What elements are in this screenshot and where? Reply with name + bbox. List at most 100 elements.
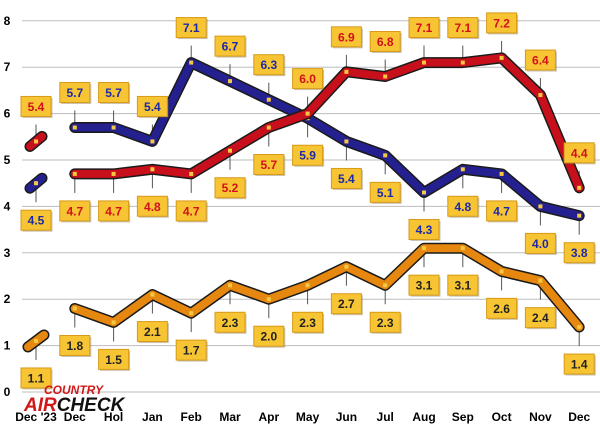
point-orange-11 [460, 246, 465, 251]
x-tick-label-8: Jun [336, 410, 357, 424]
data-label-blue-9: 5.1 [377, 186, 394, 200]
y-tick-label-3: 3 [4, 246, 11, 260]
point-red-0 [34, 139, 38, 144]
x-tick-label-6: Apr [258, 410, 279, 424]
y-tick-label-0: 0 [4, 385, 11, 399]
data-label-blue-1: 5.7 [66, 86, 83, 100]
point-blue-6 [266, 97, 271, 102]
label-box-blue-5 [214, 35, 246, 57]
data-label-orange-6: 2.0 [260, 330, 277, 344]
point-blue-12 [499, 171, 504, 176]
point-red-5 [228, 148, 232, 153]
data-label-red-8: 6.9 [338, 30, 355, 44]
x-tick-label-14: Dec [568, 410, 590, 424]
point-orange-13 [538, 278, 543, 283]
data-label-blue-6: 6.3 [260, 58, 277, 72]
data-label-orange-5: 2.3 [222, 316, 239, 330]
series-line-red-1 [70, 53, 584, 192]
data-label-red-14: 4.4 [571, 146, 588, 160]
data-label-red-6: 5.7 [260, 158, 277, 172]
data-label-orange-7: 2.3 [299, 316, 316, 330]
data-label-orange-0: 1.1 [28, 371, 45, 385]
label-box-red-2 [98, 200, 130, 222]
point-red-12 [499, 55, 504, 60]
data-label-blue-0: 4.5 [28, 214, 45, 228]
label-box-blue-0 [20, 209, 52, 231]
label-box-blue-11 [447, 195, 479, 217]
x-tick-label-7: May [296, 410, 320, 424]
point-blue-1 [72, 125, 77, 130]
data-label-blue-7: 5.9 [299, 149, 316, 163]
label-box-red-12 [486, 12, 518, 34]
series-line-orange-1 [70, 244, 584, 331]
label-box-blue-4 [175, 17, 207, 39]
label-box-blue-1 [59, 82, 91, 104]
data-label-red-2: 4.7 [105, 204, 122, 218]
data-label-orange-14: 1.4 [571, 358, 588, 372]
label-box-orange-5 [214, 311, 246, 333]
label-box-red-1 [59, 200, 91, 222]
label-box-red-9 [369, 30, 401, 52]
logo-text-air: AIR [23, 395, 57, 416]
data-labels: 4.5 5.7 5.7 5.4 7.1 6.7 6.3 5.9 5.4 5.1 4.3 4.8 4.7 4… [20, 12, 596, 390]
data-label-orange-13: 2.4 [532, 311, 549, 325]
label-box-red-0 [20, 95, 52, 117]
point-orange-4 [189, 311, 194, 316]
data-label-blue-11: 4.8 [454, 200, 471, 214]
data-label-orange-8: 2.7 [338, 297, 355, 311]
label-box-orange-8 [330, 293, 362, 315]
point-red-10 [422, 60, 426, 65]
point-orange-6 [266, 297, 271, 302]
label-box-red-7 [292, 68, 324, 90]
point-blue-13 [538, 204, 543, 209]
label-box-blue-7 [292, 144, 324, 166]
label-box-red-6 [253, 154, 285, 176]
label-box-orange-0 [20, 367, 52, 389]
data-label-orange-10: 3.1 [416, 279, 433, 293]
data-label-red-0: 5.4 [28, 100, 45, 114]
point-blue-14 [577, 213, 582, 218]
data-label-blue-10: 4.3 [416, 223, 433, 237]
point-blue-0 [34, 181, 38, 186]
point-red-1 [72, 171, 77, 176]
data-label-red-4: 4.7 [183, 204, 200, 218]
point-orange-14 [577, 325, 582, 330]
point-orange-5 [228, 283, 232, 288]
label-box-orange-4 [175, 339, 207, 361]
y-tick-label-4: 4 [4, 199, 11, 213]
x-tick-label-10: Aug [412, 410, 435, 424]
point-blue-8 [344, 139, 349, 144]
label-box-blue-2 [98, 82, 130, 104]
data-label-blue-13: 4.0 [532, 237, 549, 251]
data-label-red-7: 6.0 [299, 72, 316, 86]
point-blue-2 [111, 125, 116, 130]
y-tick-label-8: 8 [4, 14, 11, 28]
label-box-orange-3 [136, 321, 168, 343]
label-box-red-13 [524, 49, 556, 71]
label-box-orange-11 [447, 274, 479, 296]
data-label-blue-12: 4.7 [493, 204, 510, 218]
label-box-red-14 [563, 142, 595, 164]
point-orange-8 [344, 264, 349, 269]
logo-text-country: COUNTRY [44, 383, 104, 397]
x-tick-label-4: Feb [181, 410, 202, 424]
data-label-orange-11: 3.1 [454, 279, 471, 293]
data-label-red-9: 6.8 [377, 35, 394, 49]
y-tick-label-2: 2 [4, 292, 11, 306]
data-label-red-1: 4.7 [66, 204, 83, 218]
data-label-red-12: 7.2 [493, 16, 510, 30]
data-label-blue-14: 3.8 [571, 246, 588, 260]
label-box-red-8 [330, 26, 362, 48]
point-red-4 [189, 171, 194, 176]
data-label-red-10: 7.1 [416, 21, 433, 35]
point-red-3 [150, 167, 155, 172]
data-label-orange-3: 2.1 [144, 325, 161, 339]
point-orange-12 [499, 269, 504, 274]
data-label-blue-5: 6.7 [222, 40, 239, 54]
point-orange-1 [72, 306, 77, 311]
label-box-red-11 [447, 17, 479, 39]
label-box-red-3 [136, 195, 168, 217]
y-tick-label-7: 7 [4, 60, 11, 74]
label-box-orange-2 [98, 348, 130, 370]
